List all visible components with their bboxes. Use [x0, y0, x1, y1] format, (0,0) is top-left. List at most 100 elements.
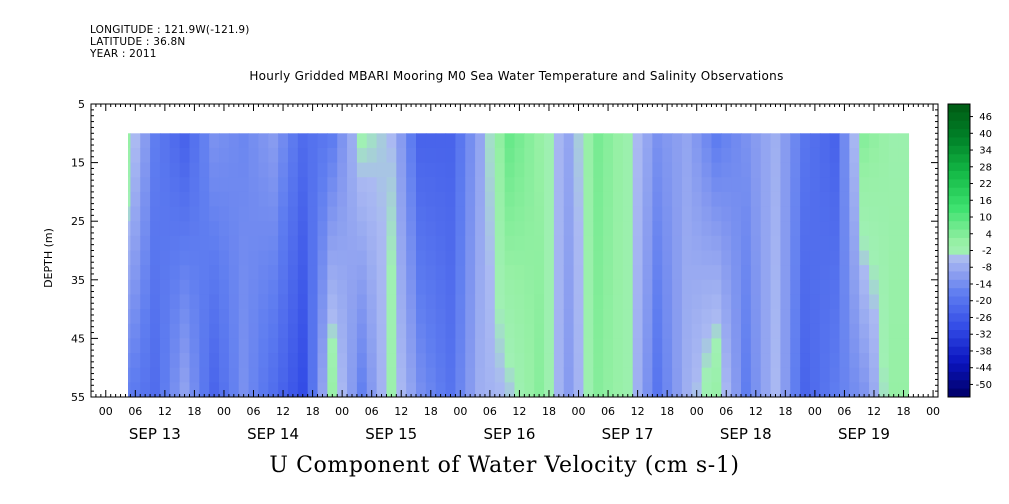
heatmap-cell: [179, 309, 191, 325]
heatmap-cell: [829, 338, 841, 354]
heatmap-cell: [544, 235, 555, 252]
heatmap-cell: [524, 265, 535, 281]
heatmap-cell: [307, 206, 319, 222]
heatmap-cell: [238, 206, 250, 222]
heatmap-cell: [612, 206, 624, 222]
heatmap-cell: [307, 133, 319, 149]
colorbar-band: [948, 321, 970, 331]
heatmap-cell: [681, 191, 693, 208]
heatmap-cell: [583, 382, 594, 397]
heatmap-cell: [878, 235, 890, 252]
heatmap-cell: [159, 353, 171, 369]
heatmap-cell: [681, 162, 693, 178]
heatmap-cell: [534, 382, 545, 397]
heatmap-cell: [888, 191, 900, 208]
heatmap-cell: [711, 382, 722, 397]
colorbar-band: [948, 145, 970, 155]
heatmap-cell: [475, 162, 486, 178]
heatmap-cell: [563, 191, 575, 208]
heatmap-cell: [248, 279, 260, 296]
heatmap-cell: [563, 265, 575, 281]
heatmap-cell: [504, 221, 516, 237]
heatmap-cell: [475, 338, 486, 354]
heatmap-cell: [573, 177, 585, 193]
heatmap-cell: [839, 191, 850, 208]
colorbar-band: [948, 271, 970, 281]
heatmap-cell: [721, 250, 732, 266]
heatmap-cell: [258, 147, 269, 164]
heatmap-cell: [386, 323, 397, 339]
heatmap-cell: [898, 279, 910, 296]
heatmap-cell: [593, 338, 604, 354]
heatmap-cell: [189, 367, 200, 383]
heatmap-cell: [691, 265, 703, 281]
heatmap-cell: [219, 338, 230, 354]
heatmap-cell: [307, 162, 319, 178]
heatmap-cell: [849, 353, 860, 369]
heatmap-cell: [366, 279, 378, 296]
heatmap-cell: [514, 382, 525, 397]
heatmap-cell: [642, 323, 653, 339]
heatmap-cell: [612, 294, 624, 310]
heatmap-cell: [524, 206, 535, 222]
heatmap-cell: [356, 323, 368, 339]
heatmap-cell: [849, 338, 860, 354]
heatmap-cell: [632, 265, 644, 281]
heatmap-cell: [327, 338, 338, 354]
heatmap-cell: [376, 279, 388, 296]
heatmap-cell: [553, 279, 565, 296]
heatmap-cell: [603, 177, 614, 193]
heatmap-cell: [829, 147, 841, 164]
heatmap-cell: [268, 338, 279, 354]
heatmap-cell: [396, 382, 407, 397]
heatmap-cell: [859, 177, 870, 193]
heatmap-cell: [750, 294, 762, 310]
heatmap-cell: [130, 279, 141, 296]
heatmap-cell: [770, 162, 782, 178]
heatmap-cell: [819, 279, 831, 296]
heatmap-cell: [130, 250, 141, 266]
heatmap-cell: [583, 133, 594, 149]
heatmap-cell: [869, 133, 880, 149]
heatmap-cell: [475, 309, 486, 325]
heatmap-cell: [465, 382, 476, 397]
heatmap-cell: [317, 162, 328, 178]
heatmap-cell: [839, 309, 850, 325]
heatmap-cell: [169, 323, 181, 339]
heatmap-cell: [219, 279, 230, 296]
heatmap-cell: [307, 367, 319, 383]
heatmap-cell: [140, 309, 151, 325]
x-tick-label: 12: [749, 405, 763, 418]
heatmap-cell: [307, 147, 319, 164]
heatmap-cell: [258, 367, 269, 383]
heatmap-cell: [544, 353, 555, 369]
colorbar-band: [948, 279, 970, 289]
heatmap-cell: [337, 250, 348, 266]
heatmap-cell: [544, 250, 555, 266]
heatmap-cell: [750, 133, 762, 149]
heatmap-cell: [445, 294, 457, 310]
heatmap-cell: [209, 221, 220, 237]
heatmap-cell: [849, 250, 860, 266]
heatmap-cell: [347, 206, 358, 222]
heatmap-cell: [563, 221, 575, 237]
heatmap-cell: [711, 147, 722, 164]
heatmap-cell: [307, 309, 319, 325]
heatmap-cell: [839, 235, 850, 252]
heatmap-cell: [199, 279, 210, 296]
heatmap-cell: [514, 235, 525, 252]
heatmap-cell: [248, 353, 260, 369]
heatmap-cell: [839, 265, 850, 281]
colorbar-label: -26: [976, 313, 992, 324]
heatmap-cell: [268, 279, 279, 296]
plot-title: Hourly Gridded MBARI Mooring M0 Sea Wate…: [249, 69, 784, 83]
heatmap-cell: [494, 367, 506, 383]
colorbar-band: [948, 196, 970, 205]
heatmap-cell: [484, 191, 496, 208]
heatmap-cell: [701, 191, 713, 208]
heatmap-cell: [475, 191, 486, 208]
heatmap-cell: [179, 133, 191, 149]
heatmap-cell: [307, 250, 319, 266]
heatmap-cell: [199, 162, 210, 178]
heatmap-cell: [819, 191, 831, 208]
